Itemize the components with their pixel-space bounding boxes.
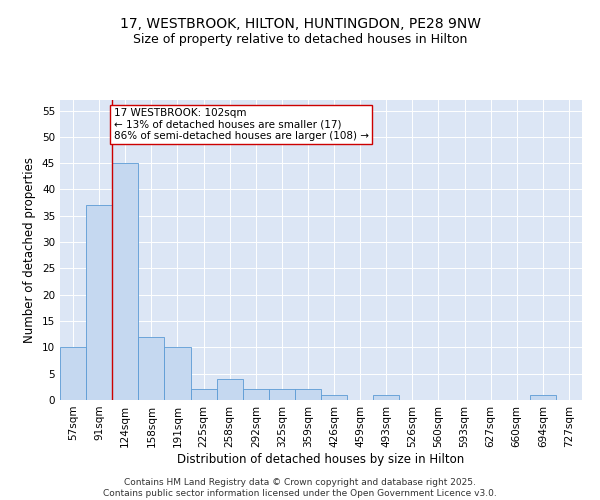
Bar xyxy=(242,390,269,400)
Bar xyxy=(191,390,217,400)
Bar xyxy=(295,390,321,400)
Text: 17, WESTBROOK, HILTON, HUNTINGDON, PE28 9NW: 17, WESTBROOK, HILTON, HUNTINGDON, PE28 … xyxy=(119,18,481,32)
Bar xyxy=(60,348,86,400)
X-axis label: Distribution of detached houses by size in Hilton: Distribution of detached houses by size … xyxy=(178,452,464,466)
Y-axis label: Number of detached properties: Number of detached properties xyxy=(23,157,37,343)
Bar xyxy=(269,390,295,400)
Bar xyxy=(530,394,556,400)
Bar xyxy=(373,394,400,400)
Text: Contains HM Land Registry data © Crown copyright and database right 2025.
Contai: Contains HM Land Registry data © Crown c… xyxy=(103,478,497,498)
Bar xyxy=(321,394,347,400)
Bar xyxy=(139,337,164,400)
Text: 17 WESTBROOK: 102sqm
← 13% of detached houses are smaller (17)
86% of semi-detac: 17 WESTBROOK: 102sqm ← 13% of detached h… xyxy=(113,108,368,141)
Bar xyxy=(112,163,139,400)
Bar xyxy=(217,379,243,400)
Bar xyxy=(86,206,112,400)
Text: Size of property relative to detached houses in Hilton: Size of property relative to detached ho… xyxy=(133,32,467,46)
Bar xyxy=(164,348,191,400)
